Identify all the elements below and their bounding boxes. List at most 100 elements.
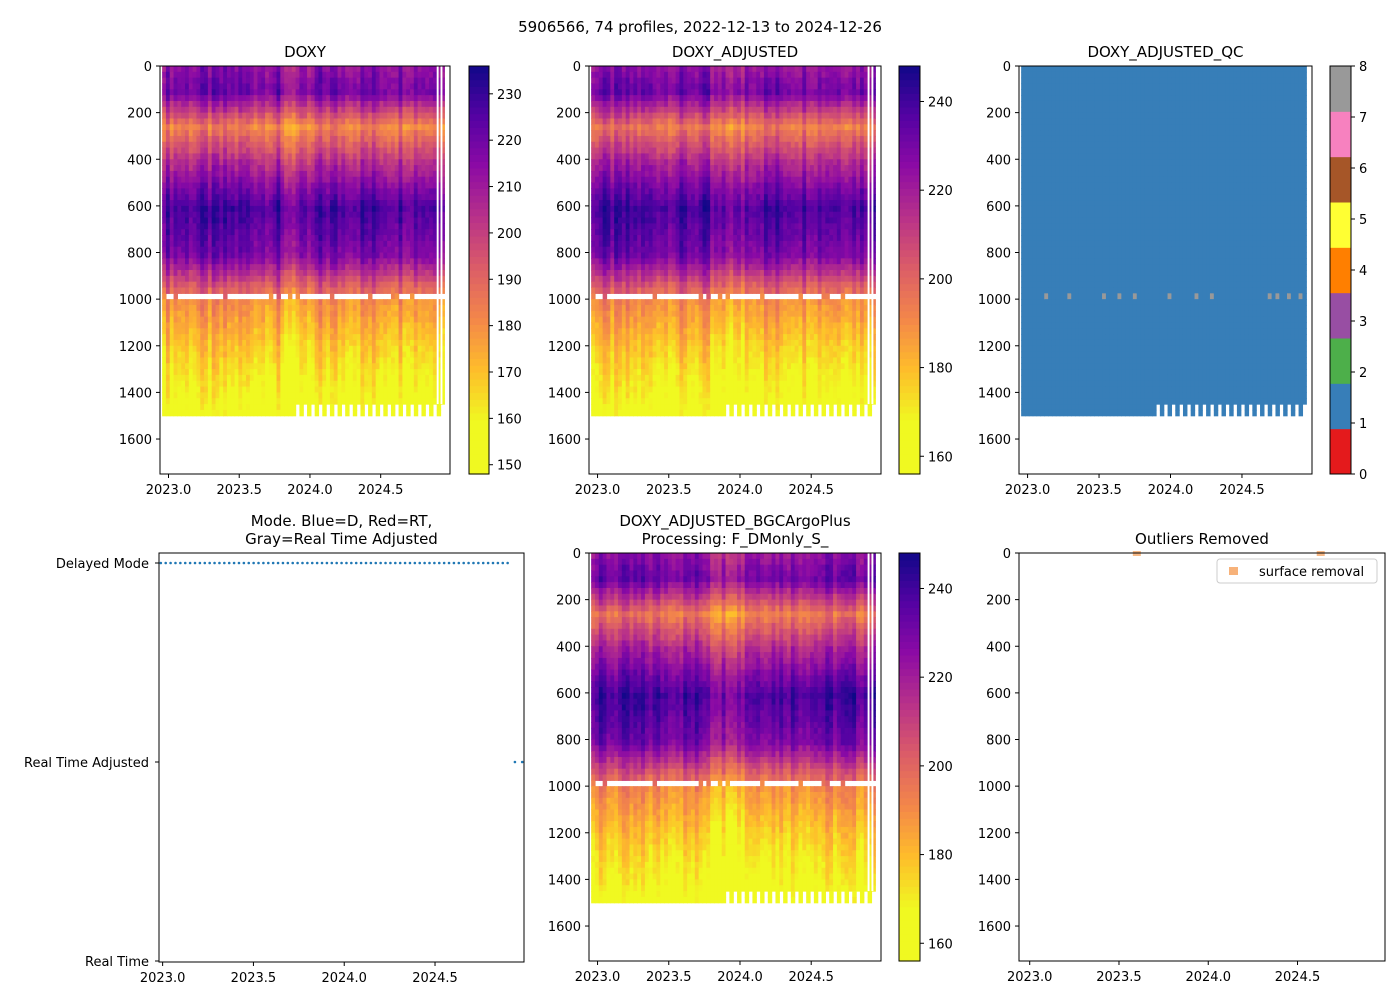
heatmap-cell xyxy=(249,240,255,248)
heatmap-cell xyxy=(337,176,342,184)
heatmap-cell xyxy=(265,299,270,306)
heatmap-cell xyxy=(432,135,438,143)
heatmap-cell xyxy=(602,270,608,277)
heatmap-cell xyxy=(249,141,255,149)
heatmap-cell xyxy=(196,100,201,108)
heatmap-cell xyxy=(425,229,430,236)
heatmap-cell xyxy=(223,345,228,353)
heatmap-cell xyxy=(307,258,312,265)
heatmap-cell xyxy=(618,66,623,73)
heatmap-cell xyxy=(181,386,186,393)
heatmap-cell xyxy=(299,89,304,96)
heatmap-cell xyxy=(257,170,262,178)
heatmap-cell xyxy=(394,281,400,289)
heatmap-cell xyxy=(606,409,611,417)
heatmap-cell xyxy=(394,316,400,324)
heatmap-cell xyxy=(379,71,384,79)
heatmap-cell xyxy=(215,299,220,306)
heatmap-cell xyxy=(226,188,232,195)
heatmap-cell xyxy=(177,124,182,131)
heatmap-cell xyxy=(352,357,358,364)
heatmap-cell xyxy=(169,165,175,172)
heatmap-cell xyxy=(284,89,289,96)
heatmap-cell xyxy=(318,334,323,341)
heatmap-cell xyxy=(207,270,213,277)
heatmap-cell xyxy=(307,380,312,388)
heatmap-cell xyxy=(314,316,320,324)
heatmap-cell xyxy=(368,159,373,166)
heatmap-cell xyxy=(295,71,301,79)
heatmap-cell xyxy=(379,328,384,335)
heatmap-cell xyxy=(265,165,270,172)
heatmap-cell xyxy=(329,351,335,359)
heatmap-cell xyxy=(253,363,259,370)
heatmap-cell xyxy=(383,89,388,96)
heatmap-cell xyxy=(310,200,316,207)
heatmap-cell xyxy=(383,304,388,312)
heatmap-cell xyxy=(276,328,281,335)
heatmap-cell xyxy=(360,77,365,85)
heatmap-cell xyxy=(162,147,167,155)
heatmap-cell xyxy=(368,369,373,376)
heatmap-cell xyxy=(291,264,297,271)
heatmap-cell xyxy=(594,95,600,102)
heatmap-cell xyxy=(349,118,354,125)
heatmap-cell xyxy=(364,182,369,189)
heatmap-cell xyxy=(329,130,335,137)
heatmap-cell xyxy=(352,363,358,370)
heatmap-cell xyxy=(360,380,365,388)
heatmap-cell xyxy=(276,316,281,324)
heatmap-cell xyxy=(352,287,358,294)
y-tick-label: 1400 xyxy=(119,386,152,401)
heatmap-cell xyxy=(162,386,167,393)
heatmap-cell xyxy=(253,106,259,114)
heatmap-cell xyxy=(226,235,232,242)
heatmap-cell xyxy=(211,83,217,90)
heatmap-cell xyxy=(234,77,239,85)
heatmap-cell xyxy=(606,95,611,102)
heatmap-cell xyxy=(406,124,411,131)
heatmap-cell xyxy=(417,299,423,306)
heatmap-cell xyxy=(257,281,262,289)
heatmap-cell xyxy=(249,200,255,207)
heatmap-cell xyxy=(314,83,320,90)
heatmap-cell xyxy=(425,299,430,306)
heatmap-cell xyxy=(429,211,434,219)
heatmap-cell xyxy=(618,369,623,376)
heatmap-cell xyxy=(349,95,354,102)
heatmap-cell xyxy=(413,211,419,219)
heatmap-cell xyxy=(410,328,415,335)
heatmap-cell xyxy=(242,287,247,294)
colorbar-segment xyxy=(469,249,489,257)
heatmap-cell xyxy=(322,71,327,79)
heatmap-cell xyxy=(234,188,239,195)
heatmap-cell xyxy=(196,299,201,306)
heatmap-cell xyxy=(257,322,262,329)
heatmap-cell xyxy=(200,258,205,265)
heatmap-cell xyxy=(253,77,259,85)
heatmap-cell xyxy=(429,141,434,149)
heatmap-cell xyxy=(387,147,392,155)
heatmap-cell xyxy=(272,112,278,120)
heatmap-cell xyxy=(318,170,323,178)
heatmap-cell xyxy=(219,182,224,189)
heatmap-cell xyxy=(341,95,346,102)
heatmap-cell xyxy=(432,153,438,160)
heatmap-cell xyxy=(402,392,407,399)
heatmap-cell xyxy=(421,270,426,277)
heatmap-cell xyxy=(333,345,339,353)
heatmap-cell xyxy=(246,112,251,120)
heatmap-cell xyxy=(417,363,423,370)
heatmap-cell xyxy=(322,310,327,318)
heatmap-cell xyxy=(169,339,175,347)
heatmap-cell xyxy=(610,275,615,283)
heatmap-cell xyxy=(234,135,239,143)
heatmap-cell xyxy=(337,194,342,201)
heatmap-cell xyxy=(621,223,627,230)
heatmap-cell xyxy=(337,182,342,189)
heatmap-cell xyxy=(618,141,623,149)
heatmap-cell xyxy=(310,147,316,155)
heatmap-cell xyxy=(223,118,228,125)
heatmap-cell xyxy=(181,124,186,131)
heatmap-cell xyxy=(200,374,205,382)
